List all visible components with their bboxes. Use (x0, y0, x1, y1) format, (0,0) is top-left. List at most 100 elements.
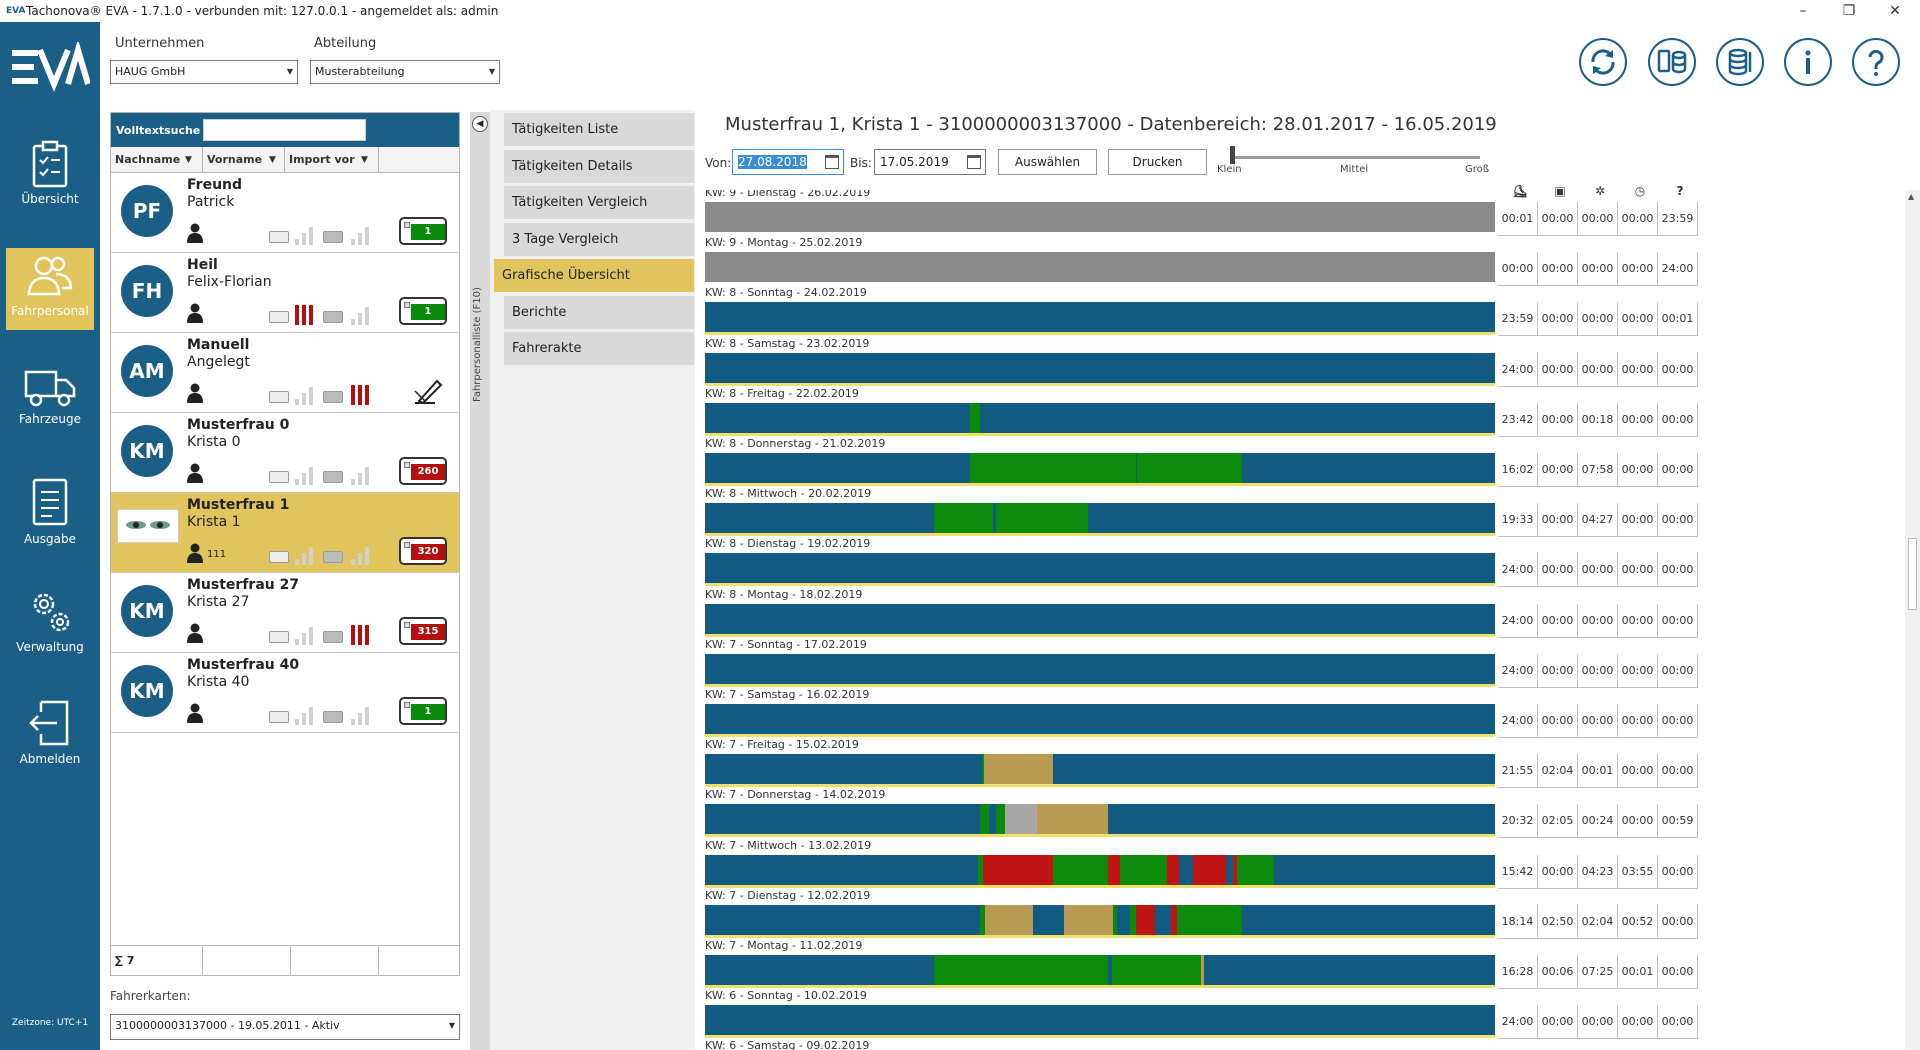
day-row: KW: 8 - Samstag - 23.02.2019 24:00 00:00 00… (705, 337, 1855, 391)
activity-segment (995, 804, 1006, 835)
person-icon (187, 623, 203, 643)
driver-row[interactable]: Musterfrau 1 Krista 1 111 320 (111, 493, 459, 573)
graphic-overview-chart[interactable]: KW: 9 - Dienstag - 26.02.2019 00:01 00:00 0… (705, 190, 1865, 1050)
day-activity-bar[interactable] (705, 854, 1495, 885)
activity-duration: 00:01 (1498, 202, 1538, 236)
window-title: Tachonova® EVA - 1.7.1.0 - verbunden mit… (26, 4, 499, 18)
maximize-button[interactable]: ❐ (1842, 3, 1856, 19)
driver-cards-value: 3100000003137000 - 19.05.2011 - Aktiv (115, 1019, 340, 1032)
day-activity-bar[interactable] (705, 202, 1495, 232)
nav-fahrzeuge[interactable]: Fahrzeuge (6, 362, 94, 444)
minimize-button[interactable]: – (1799, 3, 1807, 19)
day-activity-bar[interactable] (705, 1005, 1495, 1036)
activity-duration: 00:00 (1498, 252, 1538, 287)
activity-duration: 00:59 (1658, 804, 1698, 839)
slider-thumb[interactable] (1230, 146, 1235, 164)
fulltext-search-input[interactable] (203, 119, 366, 141)
activity-duration: 00:00 (1538, 1005, 1578, 1040)
close-button[interactable]: ✕ (1889, 3, 1901, 19)
collapse-arrow-icon[interactable]: ◀ (472, 116, 488, 132)
day-indicator-line (705, 483, 1495, 486)
tab-tätigkeiten-vergleich[interactable]: Tätigkeiten Vergleich (504, 186, 694, 219)
driver-row[interactable]: KM Musterfrau 27 Krista 27 315 (111, 573, 459, 653)
import-status-badge[interactable]: 315 (399, 617, 447, 645)
day-activity-bar[interactable] (705, 503, 1495, 534)
department-select[interactable]: Musterabteilung ▼ (310, 60, 500, 84)
filter-icon[interactable]: ▼ (269, 155, 276, 165)
scroll-up-icon[interactable]: ▲ (1908, 192, 1915, 201)
vertical-scrollbar[interactable]: ▲ (1905, 190, 1920, 1050)
day-activity-bar[interactable] (705, 754, 1495, 785)
import-status-badge[interactable]: 260 (399, 457, 447, 485)
activity-segment (1201, 955, 1205, 985)
help-button[interactable] (1852, 38, 1900, 86)
calendar-icon[interactable] (967, 155, 981, 169)
day-activity-bar[interactable] (705, 603, 1495, 634)
activity-segment (1113, 904, 1118, 935)
print-button[interactable]: Drucken (1108, 149, 1207, 175)
scrollbar-thumb[interactable] (1908, 538, 1917, 610)
tab-tätigkeiten-details[interactable]: Tätigkeiten Details (504, 149, 694, 183)
slider-track[interactable] (1230, 156, 1480, 159)
driver-number: 111 (207, 549, 227, 560)
column-header-vorname[interactable]: Vorname ▼ (203, 147, 285, 173)
activity-segment (1130, 904, 1136, 935)
day-activity-bar[interactable] (705, 553, 1495, 584)
import-status-badge[interactable]: 1 (399, 297, 447, 325)
driver-row[interactable]: KM Musterfrau 0 Krista 0 260 (111, 413, 459, 493)
sync-button[interactable] (1579, 38, 1627, 86)
activity-duration: 16:02 (1498, 453, 1538, 487)
device-database-button[interactable] (1648, 38, 1696, 86)
filter-icon[interactable]: ▼ (361, 155, 368, 165)
column-header-import-vor[interactable]: Import vor ▼ (285, 147, 379, 173)
activity-duration: 00:00 (1618, 202, 1658, 236)
day-activity-bar[interactable] (705, 252, 1495, 283)
day-activity-bar[interactable] (705, 653, 1495, 684)
activity-segment (1111, 955, 1116, 985)
day-activity-bar[interactable] (705, 804, 1495, 835)
select-button[interactable]: Auswählen (998, 149, 1097, 175)
driver-row[interactable]: KM Musterfrau 40 Krista 40 1 (111, 653, 459, 733)
driver-cards-select[interactable]: 3100000003137000 - 19.05.2011 - Aktiv ▼ (110, 1014, 460, 1040)
filter-icon[interactable]: ▼ (185, 155, 192, 165)
driver-list-collapse-strip[interactable]: ◀ Fahrpersonalliste (F10) (470, 112, 490, 1050)
nav-abmelden[interactable]: Abmelden (6, 692, 94, 774)
nav-ausgabe[interactable]: Ausgabe (6, 472, 94, 554)
day-activity-bar[interactable] (705, 453, 1495, 483)
day-activity-bar[interactable] (705, 402, 1495, 433)
zoom-slider[interactable]: Klein Mittel Groß (1217, 146, 1489, 182)
from-date-input[interactable]: 27.08.2018 (732, 149, 844, 175)
tab-grafische-übersicht[interactable]: Grafische Übersicht (494, 259, 694, 292)
tab-berichte[interactable]: Berichte (504, 295, 694, 329)
day-activity-bar[interactable] (705, 904, 1495, 935)
import-status-badge[interactable]: 1 (399, 697, 447, 725)
driver-row[interactable]: FH Heil Felix-Florian 1 (111, 253, 459, 333)
driver-row[interactable]: AM Manuell Angelegt (111, 333, 459, 413)
activity-duration: 24:00 (1498, 603, 1538, 638)
day-activity-bar[interactable] (705, 955, 1495, 985)
tab-3-tage-vergleich[interactable]: 3 Tage Vergleich (504, 222, 694, 256)
import-status-badge[interactable]: 1 (399, 217, 447, 245)
activity-duration: 00:00 (1618, 402, 1658, 437)
nav-verwaltung[interactable]: Verwaltung (6, 580, 94, 662)
day-activity-bar[interactable] (705, 352, 1495, 383)
activity-duration: 00:00 (1618, 352, 1658, 387)
info-button[interactable] (1784, 38, 1832, 86)
company-select[interactable]: HAUG GmbH ▼ (110, 60, 298, 84)
activity-duration: 00:00 (1578, 302, 1618, 337)
card-icon (269, 551, 289, 563)
day-activity-bar[interactable] (705, 704, 1495, 734)
driver-row[interactable]: PF Freund Patrick 1 (111, 173, 459, 253)
tab-tätigkeiten-liste[interactable]: Tätigkeiten Liste (504, 113, 694, 146)
manual-entry-icon[interactable] (411, 377, 443, 407)
day-activity-bar[interactable] (705, 302, 1495, 333)
column-header-nachname[interactable]: Nachname ▼ (111, 147, 203, 173)
import-status-badge[interactable]: 320 (399, 537, 447, 565)
day-indicator-line (705, 533, 1495, 537)
tab-fahrerakte[interactable]: Fahrerakte (504, 332, 694, 365)
database-list-button[interactable] (1716, 38, 1764, 86)
nav-fahrpersonal[interactable]: Fahrpersonal (6, 248, 94, 330)
calendar-icon[interactable] (825, 155, 839, 169)
nav-uebersicht[interactable]: Übersicht (6, 134, 94, 216)
to-date-input[interactable]: 17.05.2019 (874, 149, 986, 175)
